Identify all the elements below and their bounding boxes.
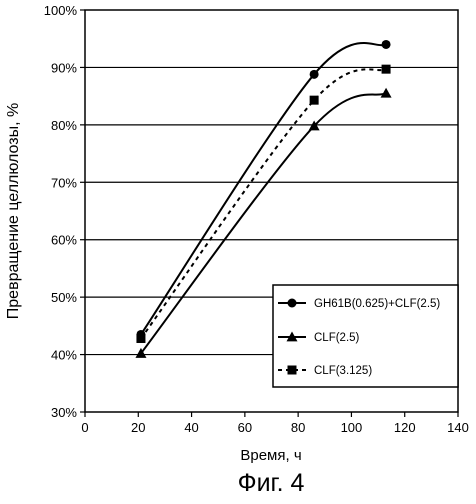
y-tick-label: 40% — [51, 348, 77, 363]
series-group — [135, 39, 392, 358]
legend-item: GH61B(0.625)+CLF(2.5) — [278, 298, 440, 310]
y-tick-label: 90% — [51, 60, 77, 75]
series-2 — [135, 87, 392, 358]
legend-item: CLF(3.125) — [278, 365, 372, 377]
x-axis-ticks: 0 20 40 60 80 100 120 140 — [81, 412, 469, 435]
data-point-triangle — [135, 347, 147, 358]
y-tick-label: 50% — [51, 290, 77, 305]
legend: GH61B(0.625)+CLF(2.5) CLF(2.5) CLF(3.125) — [272, 284, 459, 388]
y-tick-label: 70% — [51, 175, 77, 190]
series-line — [140, 92, 387, 355]
x-tick-label: 0 — [81, 420, 88, 435]
data-point-square — [136, 333, 146, 343]
data-point-triangle — [380, 87, 392, 98]
y-axis-label: Превращение целлюлозы, % — [5, 103, 22, 319]
x-tick-label: 20 — [131, 420, 145, 435]
series-line — [140, 42, 387, 336]
y-tick-label: 100% — [44, 3, 78, 18]
data-point-triangle — [308, 120, 320, 131]
legend-label: CLF(2.5) — [314, 332, 360, 344]
legend-label: GH61B(0.625)+CLF(2.5) — [314, 298, 440, 310]
legend-label: CLF(3.125) — [314, 365, 372, 377]
x-tick-label: 40 — [184, 420, 198, 435]
series-line — [140, 68, 387, 340]
data-point-square — [309, 95, 319, 105]
series-3 — [136, 64, 391, 343]
x-axis-label: Время, ч — [240, 447, 301, 464]
y-tick-label: 30% — [51, 405, 77, 420]
y-axis-ticks: 30% 40% 50% 60% 70% 80% 90% 100% — [44, 3, 85, 420]
legend-marker-triangle — [286, 331, 298, 342]
legend-items: GH61B(0.625)+CLF(2.5) CLF(2.5) CLF(3.125) — [278, 298, 440, 377]
legend-marker-circle — [287, 298, 297, 308]
plot-area-frame — [84, 9, 459, 413]
data-point-circle — [309, 69, 319, 79]
data-point-square — [381, 64, 391, 74]
x-tick-label: 100 — [341, 420, 363, 435]
data-point-circle — [381, 39, 391, 49]
y-tick-label: 60% — [51, 233, 77, 248]
x-tick-label: 140 — [447, 420, 469, 435]
legend-marker-square — [287, 365, 297, 375]
x-tick-label: 80 — [291, 420, 305, 435]
y-tick-label: 80% — [51, 118, 77, 133]
figure-caption: Фиг. 4 — [238, 469, 305, 497]
x-tick-label: 120 — [394, 420, 416, 435]
x-tick-label: 60 — [238, 420, 252, 435]
legend-item: CLF(2.5) — [278, 331, 360, 344]
